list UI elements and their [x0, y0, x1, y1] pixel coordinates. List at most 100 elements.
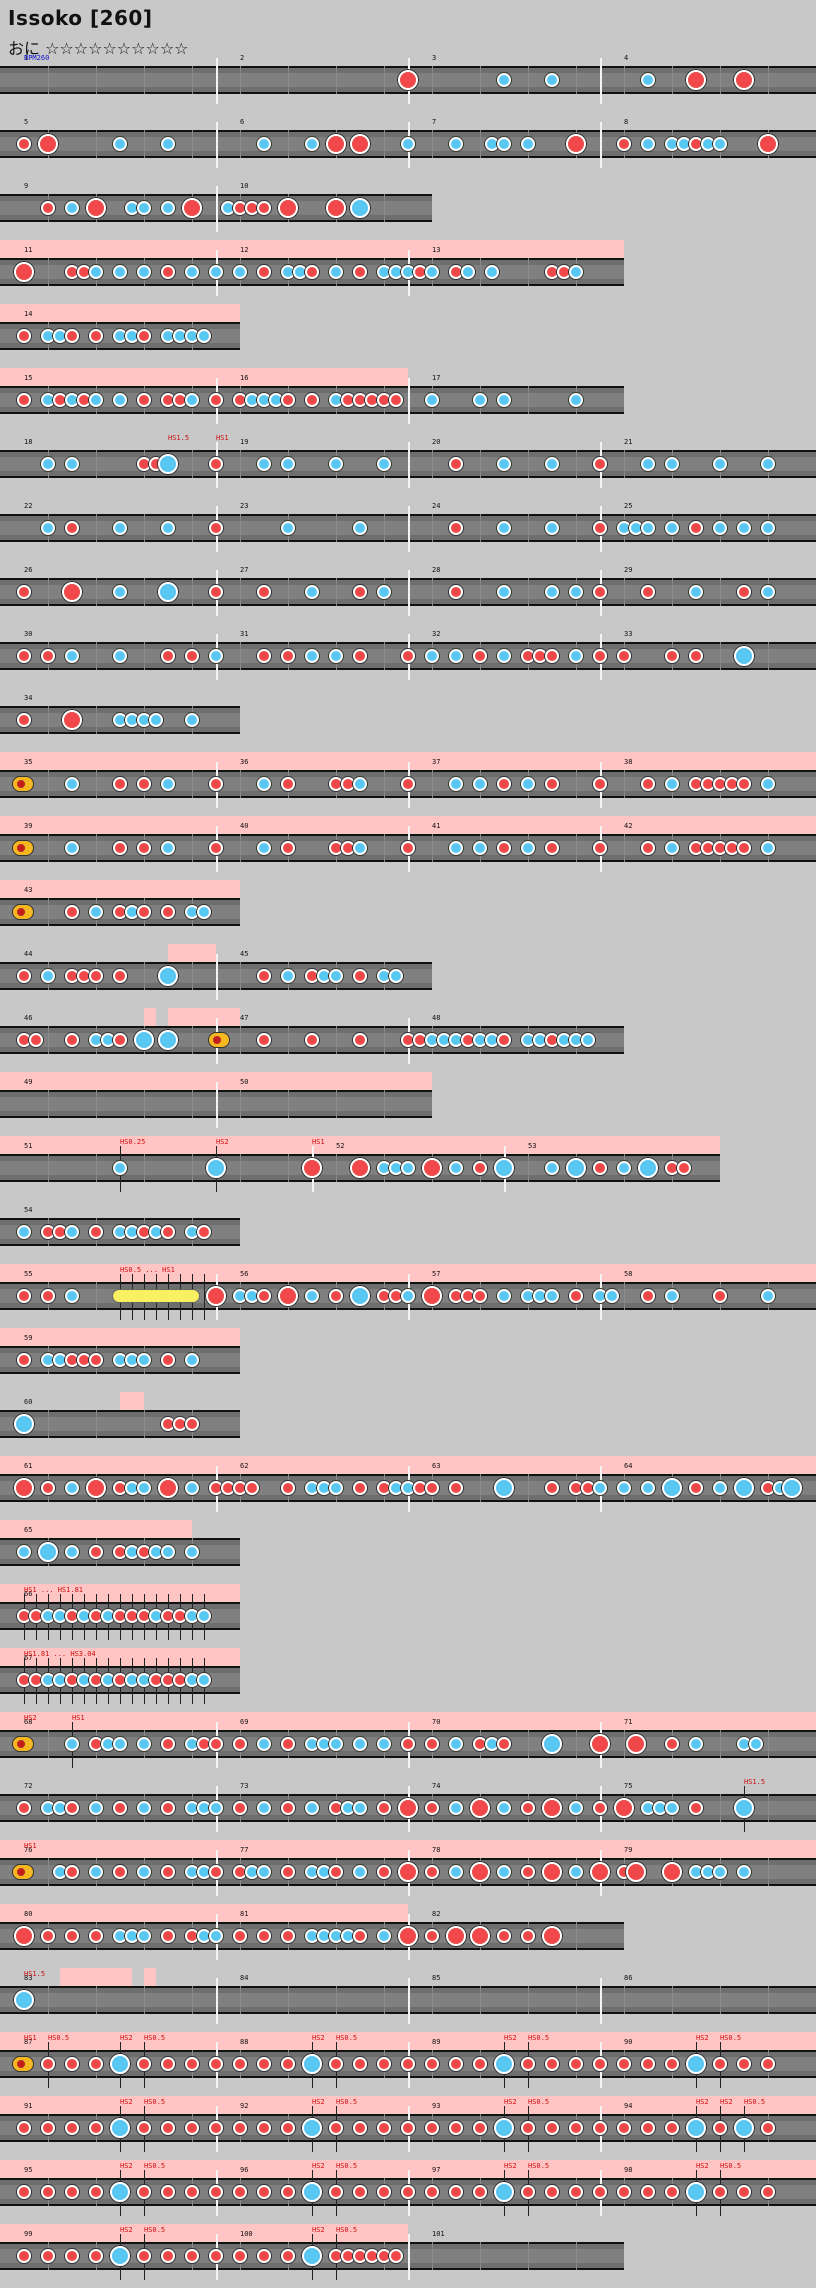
ka-note — [485, 265, 499, 279]
beat-line — [720, 66, 721, 94]
measure-row: 72 73 74 75 HS1.5 — [0, 1776, 816, 1840]
measure-number: 87 — [24, 2038, 33, 2046]
don-note — [401, 841, 415, 855]
ka-note — [545, 585, 559, 599]
don-note — [281, 841, 295, 855]
beat-line — [576, 1986, 577, 2014]
beat-line — [96, 130, 97, 158]
don-note — [449, 521, 463, 535]
don-note — [569, 2185, 583, 2199]
don-note — [593, 1801, 607, 1815]
measure-number: 51 — [24, 1142, 33, 1150]
beat-line — [240, 962, 241, 990]
don-note — [41, 649, 55, 663]
measure-number: 46 — [24, 1014, 33, 1022]
gogo-band — [108, 1968, 132, 1986]
scroll-speed-label: HS0.5 — [528, 2162, 550, 2170]
scroll-speed-label: HS2 — [504, 2098, 517, 2106]
ka-note — [761, 1289, 775, 1303]
beat-line — [384, 1090, 385, 1118]
ka-note — [161, 137, 175, 151]
ka-note — [65, 649, 79, 663]
scroll-speed-label: HS0.5 — [528, 2034, 550, 2042]
bar-line — [408, 1978, 410, 2024]
scroll-speed-label: HS2 — [312, 2098, 325, 2106]
measure-number: 47 — [240, 1014, 249, 1022]
beat-line — [624, 450, 625, 478]
don-note — [617, 137, 631, 151]
ka-note — [497, 457, 511, 471]
ka-note-big — [734, 1798, 754, 1818]
ka-note — [377, 1929, 391, 1943]
don-note — [497, 1033, 511, 1047]
don-note — [713, 1289, 727, 1303]
measure-number: 30 — [24, 630, 33, 638]
measure-row: 22 23 24 25 — [0, 496, 816, 560]
don-note — [281, 2249, 295, 2263]
beat-line — [720, 578, 721, 606]
don-note — [137, 905, 151, 919]
don-note-big — [758, 134, 778, 154]
don-note — [41, 2249, 55, 2263]
don-note-big — [614, 1798, 634, 1818]
ka-note — [185, 1545, 199, 1559]
scroll-speed-label: HS2 — [120, 2226, 133, 2234]
balloon-note — [12, 904, 34, 920]
don-note — [209, 2185, 223, 2199]
ka-note — [185, 1353, 199, 1367]
beat-line — [192, 514, 193, 542]
don-note — [17, 585, 31, 599]
beat-line — [96, 450, 97, 478]
beat-line — [768, 1794, 769, 1822]
don-note — [17, 649, 31, 663]
don-note — [473, 1161, 487, 1175]
ka-note — [65, 201, 79, 215]
ka-note — [353, 777, 367, 791]
don-note — [185, 2249, 199, 2263]
ka-note — [689, 585, 703, 599]
scroll-speed-label: HS0.5 — [144, 2226, 166, 2234]
ka-note — [449, 137, 463, 151]
measure-number: 62 — [240, 1462, 249, 1470]
ka-note-big — [350, 198, 370, 218]
ka-note-big — [494, 2182, 514, 2202]
beat-line — [624, 1730, 625, 1758]
scroll-speed-label: HS2 — [312, 2162, 325, 2170]
don-note — [89, 2249, 103, 2263]
measure-number: 69 — [240, 1718, 249, 1726]
don-note — [113, 969, 127, 983]
beat-line — [720, 1986, 721, 2014]
beat-line — [240, 642, 241, 670]
measure-number: 66 — [24, 1590, 33, 1598]
don-note — [257, 585, 271, 599]
beat-line — [48, 1730, 49, 1758]
measure-number: 65 — [24, 1526, 33, 1534]
ka-note — [41, 521, 55, 535]
ka-note — [569, 649, 583, 663]
gogo-band — [0, 2032, 816, 2050]
don-note — [353, 2185, 367, 2199]
ka-note — [713, 1481, 727, 1495]
don-note — [665, 2057, 679, 2071]
measure-number: 42 — [624, 822, 633, 830]
measure-row: 54 — [0, 1200, 240, 1264]
ka-note — [569, 1801, 583, 1815]
ka-note — [737, 1865, 751, 1879]
don-note — [89, 1545, 103, 1559]
don-note — [233, 1929, 247, 1943]
ka-note — [329, 649, 343, 663]
measure-number: 49 — [24, 1078, 33, 1086]
ka-note — [497, 1801, 511, 1815]
measure-number: 9 — [24, 182, 29, 190]
ka-note-big — [494, 2054, 514, 2074]
measure-number: 13 — [432, 246, 441, 254]
measure-row: 91 92 93 94 HS2 HS0.5 HS2 HS0.5 HS2 HS0.5 HS2 HS2 HS… — [0, 2096, 816, 2160]
don-note — [377, 2185, 391, 2199]
don-note — [113, 777, 127, 791]
beat-line — [528, 386, 529, 414]
ka-note — [257, 1737, 271, 1751]
measure-number: 77 — [240, 1846, 249, 1854]
measure-number: 39 — [24, 822, 33, 830]
beat-line — [336, 1026, 337, 1054]
measure-number: 16 — [240, 374, 249, 382]
